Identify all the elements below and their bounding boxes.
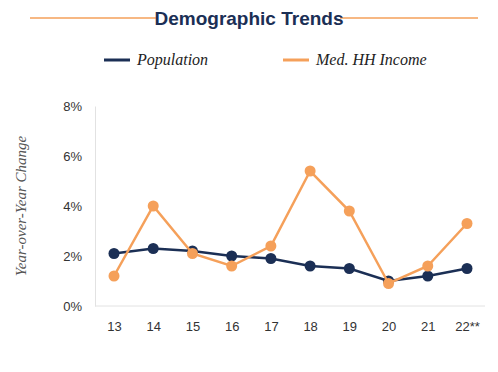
y-axis: 0% 2% 4% 6% 8%: [63, 99, 95, 314]
y-tick: 8%: [63, 99, 95, 114]
x-tick-label: 14: [146, 319, 160, 334]
x-tick-label: 18: [303, 319, 317, 334]
x-tick: 19: [343, 306, 357, 334]
x-tick-label: 21: [421, 319, 435, 334]
series-point: [344, 263, 355, 274]
x-tick: 15: [186, 306, 200, 334]
series-point: [305, 261, 316, 272]
title: Demographic Trends: [155, 8, 344, 29]
series-point: [109, 248, 120, 259]
series-point: [226, 261, 237, 272]
y-tick: 6%: [63, 149, 95, 164]
y-tick: 4%: [63, 199, 95, 214]
legend-item: Med. HH Income: [283, 51, 427, 68]
series-line: [114, 249, 467, 282]
legend-label: Population: [136, 51, 208, 69]
x-tick-label: 17: [264, 319, 278, 334]
series-point: [226, 251, 237, 262]
y-tick-label: 0%: [63, 299, 82, 314]
series-point: [109, 271, 120, 282]
x-axis-line: [95, 306, 485, 307]
series-point: [305, 166, 316, 177]
series-point: [187, 248, 198, 259]
legend-line: [104, 59, 130, 62]
series-point: [422, 271, 433, 282]
x-tick: 14: [146, 306, 160, 334]
x-tick-label: 19: [343, 319, 357, 334]
x-axis: 13 14 15 16 17 18 19 20 21 22**: [95, 306, 485, 334]
x-tick: 18: [303, 306, 317, 334]
x-tick-label: 22**: [455, 319, 480, 334]
x-tick: 21: [421, 306, 435, 334]
y-tick-label: 2%: [63, 249, 82, 264]
x-tick-label: 13: [107, 319, 121, 334]
title-rule: [340, 17, 478, 19]
series-point: [462, 263, 473, 274]
series-point: [148, 201, 159, 212]
x-tick-label: 16: [225, 319, 239, 334]
x-tick: 20: [382, 306, 396, 334]
y-tick: 0%: [63, 299, 95, 314]
y-tick: 2%: [63, 249, 95, 264]
series-point: [148, 243, 159, 254]
y-tick-label: 6%: [63, 149, 82, 164]
legend-line: [283, 59, 309, 62]
series-point: [422, 261, 433, 272]
y-axis-line: [95, 107, 96, 307]
legend-item: Population: [104, 51, 208, 69]
y-tick-label: 8%: [63, 99, 82, 114]
chart: Demographic Trends Population Med. HH Inco…: [0, 0, 498, 372]
series-point: [462, 218, 473, 229]
y-axis-title: Year-over-Year Change: [13, 135, 29, 276]
y-tick-label: 4%: [63, 199, 82, 214]
series-point: [265, 253, 276, 264]
series-line: [114, 171, 467, 284]
series-point: [265, 241, 276, 252]
x-tick: 16: [225, 306, 239, 334]
series-point: [344, 206, 355, 217]
x-tick-label: 15: [186, 319, 200, 334]
title-rule: [30, 17, 158, 19]
legend-label: Med. HH Income: [315, 51, 427, 68]
x-tick: 13: [107, 306, 121, 334]
x-tick: 22**: [455, 306, 480, 334]
series-point: [383, 278, 394, 289]
x-tick-label: 20: [382, 319, 396, 334]
x-tick: 17: [264, 306, 278, 334]
plot-area: [109, 166, 473, 290]
